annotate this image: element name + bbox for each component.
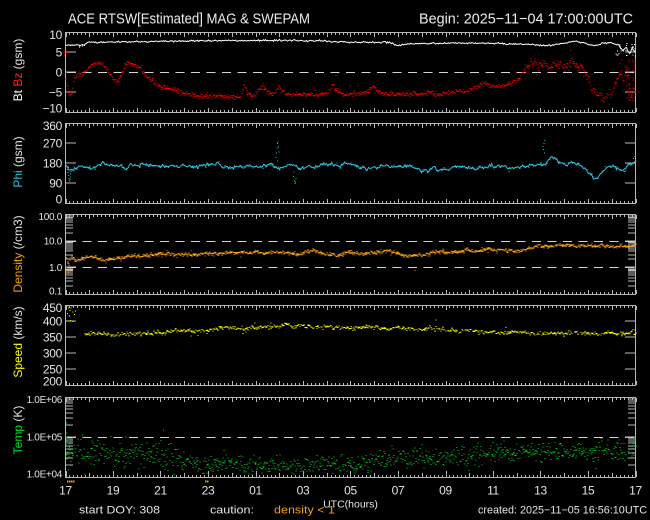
svg-text:270: 270 xyxy=(43,137,63,151)
svg-text:21: 21 xyxy=(154,484,167,498)
svg-text:Begin: 2025−11−04 17:00:00UTC: Begin: 2025−11−04 17:00:00UTC xyxy=(419,11,633,28)
svg-text:5: 5 xyxy=(56,46,63,60)
svg-text:15: 15 xyxy=(582,484,595,498)
svg-text:Temp (K): Temp (K) xyxy=(11,406,25,455)
svg-text:17: 17 xyxy=(59,484,72,498)
svg-text:Phi (gsm): Phi (gsm) xyxy=(11,136,25,187)
svg-text:19: 19 xyxy=(107,484,120,498)
svg-text:11: 11 xyxy=(487,484,499,498)
svg-text:caution:: caution: xyxy=(210,505,254,517)
svg-text:07: 07 xyxy=(392,484,405,498)
svg-text:23: 23 xyxy=(202,484,215,498)
svg-text:−5: −5 xyxy=(49,86,63,100)
svg-text:0: 0 xyxy=(56,193,63,207)
svg-text:01: 01 xyxy=(249,484,262,498)
svg-text:density < 1: density < 1 xyxy=(274,505,335,517)
svg-text:200: 200 xyxy=(43,375,63,389)
svg-text:0.1: 0.1 xyxy=(49,287,63,298)
svg-text:Speed (km/s): Speed (km/s) xyxy=(11,306,25,377)
svg-text:10: 10 xyxy=(49,28,62,42)
svg-text:450: 450 xyxy=(43,301,63,315)
svg-text:1.0E+05: 1.0E+05 xyxy=(27,433,63,444)
svg-text:UTC(hours): UTC(hours) xyxy=(323,499,378,511)
svg-text:250: 250 xyxy=(43,363,63,377)
svg-text:09: 09 xyxy=(439,484,452,498)
svg-text:0: 0 xyxy=(56,66,63,80)
svg-text:300: 300 xyxy=(43,347,63,361)
svg-text:1.0: 1.0 xyxy=(49,263,63,274)
svg-text:1.0E+06: 1.0E+06 xyxy=(27,395,63,406)
svg-text:03: 03 xyxy=(297,484,310,498)
svg-text:13: 13 xyxy=(534,484,547,498)
svg-text:start DOY: 308: start DOY: 308 xyxy=(79,505,160,517)
svg-text:created: 2025−11−05 16:56:10UT: created: 2025−11−05 16:56:10UTC xyxy=(478,505,647,517)
svg-text:90: 90 xyxy=(49,177,62,191)
svg-text:ACE RTSW[Estimated] MAG & SWEP: ACE RTSW[Estimated] MAG & SWEPAM xyxy=(68,11,310,28)
svg-text:Density (/cm3): Density (/cm3) xyxy=(11,215,25,292)
svg-text:05: 05 xyxy=(344,484,357,498)
svg-text:10.0: 10.0 xyxy=(44,237,63,248)
svg-text:17: 17 xyxy=(629,484,642,498)
svg-text:350: 350 xyxy=(43,331,63,345)
svg-text:−10: −10 xyxy=(43,102,63,116)
svg-text:1.0E+04: 1.0E+04 xyxy=(27,470,63,481)
svg-text:Bt Bz (gsm): Bt Bz (gsm) xyxy=(11,39,25,102)
svg-text:400: 400 xyxy=(43,315,63,329)
svg-text:180: 180 xyxy=(43,157,63,171)
svg-text:360: 360 xyxy=(43,119,63,133)
svg-text:100.0: 100.0 xyxy=(38,212,62,223)
